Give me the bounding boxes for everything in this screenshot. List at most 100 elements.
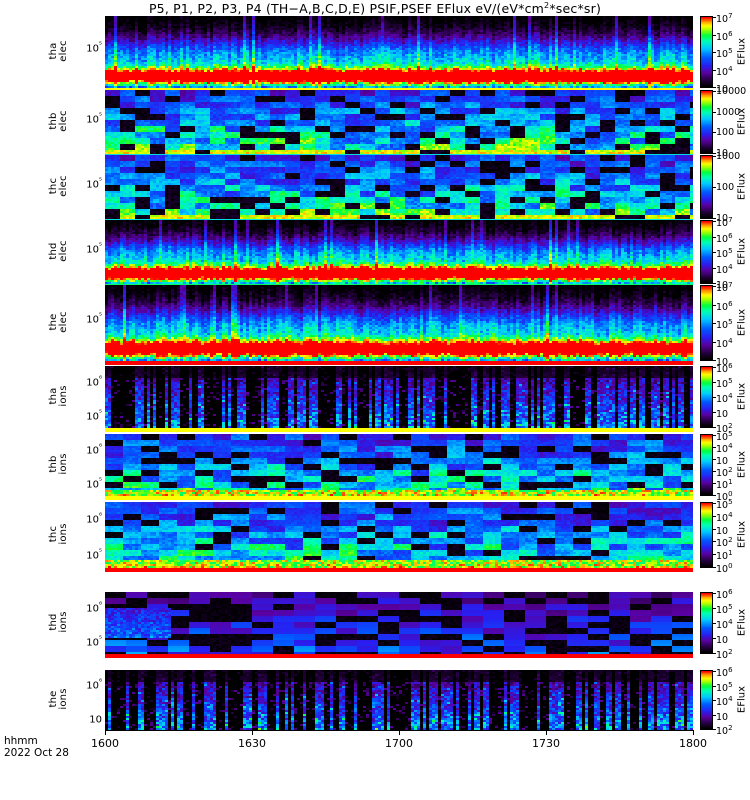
colorbar-tick-label: 105	[716, 318, 733, 331]
colorbar-thd-ions	[700, 592, 713, 654]
colorbar-tick-label: 106	[716, 666, 733, 679]
x-tick-mark	[252, 730, 253, 735]
colorbar-thc-ions	[700, 502, 713, 568]
colorbar-thc-elec	[700, 155, 713, 219]
colorbar-tick-label: 104	[716, 392, 733, 405]
x-tick-label: 1600	[75, 737, 135, 750]
colorbar-tick-label: 106	[716, 232, 733, 245]
y-tick-label: 10⁵	[62, 476, 102, 490]
y-tick-label: 10⁵	[62, 111, 102, 125]
colorbar-title: EFlux	[737, 32, 748, 72]
figure-title: P5, P1, P2, P3, P4 (TH−A,B,C,D,E) PSIF,P…	[0, 1, 750, 16]
panel-tha-ions	[105, 366, 693, 428]
y-tick-label: 10⁵	[62, 408, 102, 422]
colorbar-tick-label: 104	[716, 618, 733, 631]
colorbar-tick-label: 106	[716, 30, 733, 43]
colorbar-tick-label: 104	[716, 263, 733, 276]
y-tick-label: 10⁶	[62, 677, 102, 691]
panel-separator-band	[105, 496, 693, 500]
colorbar-gradient	[701, 17, 712, 87]
colorbar-title: EFlux	[737, 167, 748, 207]
colorbar-tick-label: 104	[716, 65, 733, 78]
y-tick-label: 10⁵	[62, 547, 102, 561]
panel-separator-band	[105, 568, 693, 572]
colorbar-title: EFlux	[737, 303, 748, 343]
colorbar-tick-label: 10⁳	[716, 524, 728, 537]
colorbar-tick-label: 107	[716, 12, 733, 25]
x-tick-mark	[546, 730, 547, 735]
colorbar-tha-ions	[700, 366, 713, 428]
spectrogram-image	[105, 16, 693, 88]
spectrogram-image	[105, 670, 693, 730]
x-tick-mark	[105, 730, 106, 735]
x-tick-label: 1730	[516, 737, 576, 750]
colorbar-title: EFlux	[737, 445, 748, 485]
colorbar-tick-label: 102	[716, 536, 733, 549]
panel-thd-ions	[105, 592, 693, 654]
colorbar-tick-label: 106	[716, 588, 733, 601]
colorbar-tick-label: 104	[716, 695, 733, 708]
y-tick-label: 10⁳	[62, 711, 102, 725]
colorbar-tick-label: 106	[716, 300, 733, 313]
panel-thc-ions	[105, 502, 693, 568]
y-tick-label: 10⁶	[62, 374, 102, 388]
colorbar-gradient	[701, 435, 712, 495]
colorbar-gradient	[701, 503, 712, 567]
x-axis-units: hhmm 2022 Oct 28	[4, 735, 69, 759]
y-tick-label: 10⁵	[62, 241, 102, 255]
colorbar-tick-label: 100	[716, 127, 734, 138]
colorbar-tick-label: 100	[716, 182, 734, 193]
colorbar-gradient	[701, 593, 712, 653]
colorbar-tick-label: 105	[716, 377, 733, 390]
y-tick-label: 10⁶	[62, 600, 102, 614]
x-tick-label: 1800	[663, 737, 723, 750]
colorbar-tick-label: 105	[716, 47, 733, 60]
colorbar-tick-label: 101	[716, 549, 733, 562]
y-tick-label: 10⁵	[62, 176, 102, 190]
colorbar-tick-label: 105	[716, 498, 733, 511]
panel-thc-elec	[105, 155, 693, 219]
y-tick-label: 10⁵	[62, 634, 102, 648]
panel-thb-ions	[105, 434, 693, 496]
panel-separator-band	[105, 654, 693, 658]
spectrogram-image	[105, 502, 693, 568]
colorbar-tick-label: 102	[716, 724, 733, 737]
panel-separator-band	[105, 361, 693, 365]
panel-the-elec	[105, 285, 693, 361]
colorbar-gradient	[701, 156, 712, 218]
colorbar-tick-label: 10⁳	[716, 710, 728, 723]
x-axis-units-line1: hhmm	[4, 735, 69, 747]
panel-the-ions	[105, 670, 693, 730]
x-axis-units-line2: 2022 Oct 28	[4, 747, 69, 759]
panel-stack	[105, 16, 693, 730]
spectrogram-image	[105, 592, 693, 654]
colorbar-title: EFlux	[737, 102, 748, 142]
spectrogram-image	[105, 220, 693, 284]
colorbar-title: EFlux	[737, 680, 748, 720]
spectrogram-image	[105, 90, 693, 154]
y-tick-label: 10⁵	[62, 40, 102, 54]
colorbar-the-elec	[700, 285, 713, 361]
colorbar-title: EFlux	[737, 232, 748, 272]
colorbar-thb-ions	[700, 434, 713, 496]
colorbar-title: EFlux	[737, 377, 748, 417]
x-tick-label: 1630	[222, 737, 282, 750]
colorbar-tick-label: 10⁳	[716, 407, 728, 420]
colorbar-tick-label: 105	[716, 247, 733, 260]
colorbar-tick-label: 10000	[716, 86, 746, 97]
colorbar-gradient	[701, 286, 712, 360]
colorbar-tick-label: 105	[716, 681, 733, 694]
colorbar-tick-label: 105	[716, 603, 733, 616]
colorbar-tick-label: 107	[716, 216, 733, 229]
colorbar-title: EFlux	[737, 515, 748, 555]
y-tick-label: 10⁶	[62, 442, 102, 456]
colorbar-tha-elec	[700, 16, 713, 88]
y-tick-label: 10⁵	[62, 311, 102, 325]
colorbar-gradient	[701, 671, 712, 729]
colorbar-tick-label: 102	[716, 648, 733, 661]
colorbar-tick-label: 1000	[716, 151, 740, 162]
spectrogram-image	[105, 285, 693, 361]
colorbar-tick-label: 100	[716, 562, 733, 575]
panel-tha-elec	[105, 16, 693, 88]
colorbar-gradient	[701, 221, 712, 283]
